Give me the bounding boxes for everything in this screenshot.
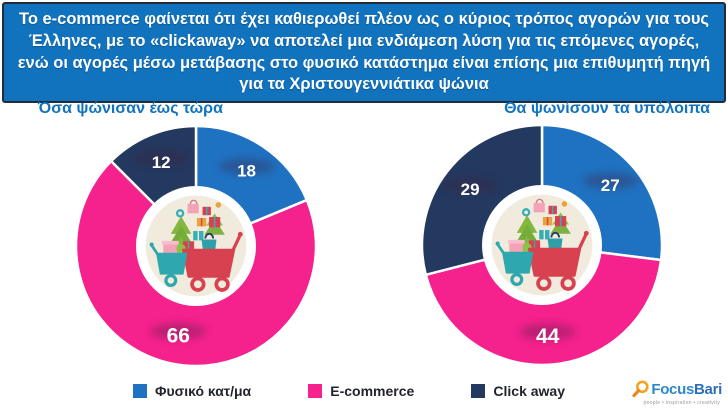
christmas-cart-illustration bbox=[486, 189, 598, 301]
ecommerce-swatch-icon bbox=[308, 384, 323, 398]
slice-label: 27 bbox=[601, 176, 620, 195]
slice-label: 66 bbox=[167, 324, 190, 347]
donut-chart-left: 18 66 12 bbox=[74, 124, 318, 368]
logo-tagline: people • inspiration • creativity bbox=[643, 400, 720, 406]
donut-chart-right: 27 44 29 bbox=[420, 123, 664, 367]
header-banner: Το e-commerce φαίνεται ότι έχει καθιερωθ… bbox=[2, 2, 726, 103]
legend: Φυσικό κατ/μα E-commerce Click away bbox=[133, 383, 565, 399]
slice-label-shadow bbox=[218, 158, 275, 175]
slice-label: 18 bbox=[237, 161, 256, 180]
legend-item-clickaway: Click away bbox=[471, 383, 565, 399]
clickaway-swatch-icon bbox=[471, 384, 486, 398]
header-text: Το e-commerce φαίνεται ότι έχει καθιερωθ… bbox=[17, 9, 711, 94]
slice-label: 12 bbox=[152, 153, 171, 172]
legend-item-physical-store: Φυσικό κατ/μα bbox=[133, 383, 251, 399]
magnifier-icon bbox=[632, 380, 649, 398]
legend-item-ecommerce: E-commerce bbox=[308, 383, 414, 399]
slice-label: 29 bbox=[461, 180, 480, 199]
legend-label: Φυσικό κατ/μα bbox=[155, 383, 252, 399]
left-chart-title: Όσα ψώνισαν έως τώρα bbox=[38, 100, 223, 117]
slice-label-shadow bbox=[133, 149, 190, 166]
right-chart-title: Θα ψωνίσουν τα υπόλοιπα bbox=[504, 100, 710, 117]
focusbari-logo: FocusBari people • inspiration • creativ… bbox=[630, 379, 722, 406]
slice-label: 44 bbox=[536, 325, 560, 348]
logo-text: FocusBari bbox=[651, 380, 722, 398]
legend-label: Click away bbox=[493, 383, 565, 399]
slice-label-shadow bbox=[150, 323, 207, 340]
slice-label-shadow bbox=[442, 177, 499, 194]
legend-label: E-commerce bbox=[330, 383, 415, 399]
christmas-cart-illustration bbox=[140, 190, 252, 302]
slice-label-shadow bbox=[519, 323, 576, 340]
slice-label-shadow bbox=[582, 172, 639, 189]
physical-store-swatch-icon bbox=[133, 384, 147, 398]
